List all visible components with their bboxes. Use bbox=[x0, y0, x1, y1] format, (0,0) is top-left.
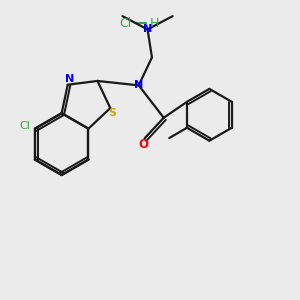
Text: N: N bbox=[143, 24, 152, 34]
Text: Cl: Cl bbox=[119, 17, 131, 30]
Text: O: O bbox=[138, 138, 148, 151]
Text: N: N bbox=[134, 80, 143, 90]
Text: H: H bbox=[150, 17, 159, 30]
Text: S: S bbox=[108, 108, 116, 118]
Text: Cl: Cl bbox=[19, 121, 30, 131]
Text: N: N bbox=[64, 74, 74, 84]
